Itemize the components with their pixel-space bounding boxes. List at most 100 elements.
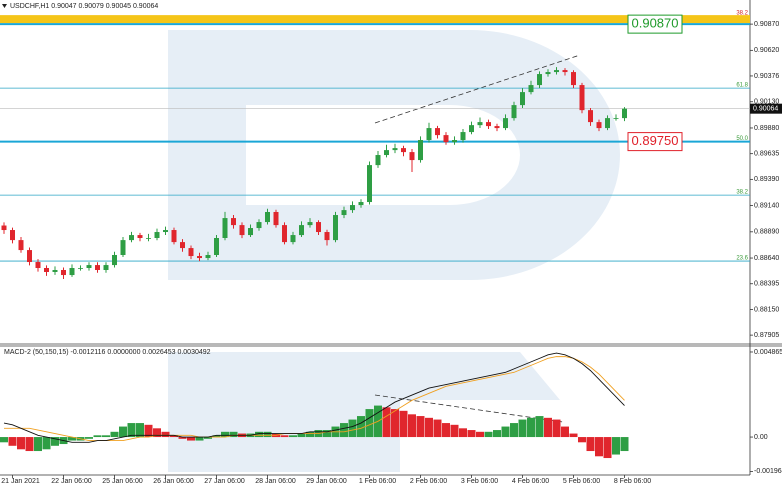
fib-label: 38.2 [736, 11, 748, 17]
candle-body [392, 148, 398, 151]
candle-body [528, 85, 534, 93]
histogram-bar [195, 437, 204, 441]
histogram-bar [178, 437, 187, 439]
candle-body [248, 228, 253, 236]
candle-body [95, 265, 100, 270]
level-label: 0.89750 [632, 133, 679, 148]
histogram-bar [136, 423, 144, 438]
histogram-bar [442, 423, 450, 438]
candle-body [112, 254, 117, 266]
macd-line [3, 352, 625, 443]
histogram-bar [68, 437, 76, 441]
histogram-bar [348, 419, 357, 438]
histogram-bar [119, 426, 127, 438]
histogram-bar [510, 423, 518, 438]
x-tick-label: 28 Jan 06:00 [255, 478, 296, 485]
fib-label: 50.0 [736, 136, 748, 142]
candle-body [27, 250, 32, 263]
histogram-bar [408, 414, 416, 438]
candle-body [511, 105, 517, 119]
histogram-bar [153, 428, 161, 438]
fib-label: 23.6 [736, 256, 748, 262]
candle-body [307, 222, 313, 226]
candle-body [443, 135, 449, 143]
histogram-bar [8, 437, 17, 446]
histogram-bar [476, 431, 484, 438]
current-price-label: 0.90064 [753, 106, 778, 113]
candle-body [222, 218, 228, 239]
candle-body [358, 202, 364, 206]
histogram-bar [323, 430, 331, 438]
fib-label: 38.2 [736, 190, 748, 196]
histogram-bar [263, 431, 272, 438]
candle-body [384, 150, 389, 156]
histogram-bar [297, 433, 306, 438]
histogram-bar [365, 409, 374, 438]
candle-body [494, 126, 500, 129]
candle-body [231, 218, 236, 226]
candle-body [477, 122, 483, 126]
candle-body [35, 262, 41, 269]
x-tick-label: 4 Feb 06:00 [512, 478, 549, 485]
candle-body [188, 248, 194, 257]
candle-body [520, 92, 525, 106]
histogram-bar [603, 437, 612, 459]
candle-body [562, 70, 568, 73]
candle-body [18, 240, 24, 251]
histogram-bar [51, 437, 59, 446]
candle-body [418, 140, 423, 161]
histogram-bar [620, 437, 629, 452]
histogram-bar [306, 431, 314, 438]
candle-body [622, 108, 627, 119]
histogram-bar [518, 419, 527, 438]
candle-body [367, 165, 372, 203]
candle-body [409, 152, 415, 161]
histogram-bar [357, 416, 365, 438]
histogram-bar [561, 426, 569, 438]
candle-body [596, 122, 602, 129]
candle-body [214, 238, 219, 255]
histogram-bar [544, 417, 552, 438]
candle-body [154, 232, 160, 239]
candle-body [350, 205, 355, 211]
candle-body [163, 230, 168, 233]
histogram-bar [595, 437, 603, 457]
histogram-bar [102, 435, 110, 438]
histogram-bar [17, 437, 25, 450]
candle-body [452, 140, 457, 143]
level-band [0, 15, 750, 24]
histogram-bar [25, 437, 34, 452]
candle-body [86, 265, 92, 269]
macd-title: MACD-2 (50,150,15) -0.0012116 0.0000000 … [4, 349, 211, 356]
histogram-bar [187, 437, 195, 441]
candle-body [579, 85, 585, 111]
histogram-bar [127, 423, 136, 438]
candle-body [588, 110, 593, 123]
x-tick-label: 22 Jan 06:00 [51, 478, 92, 485]
histogram-bar [578, 437, 586, 443]
y-tick-label: 0.90130 [754, 99, 779, 106]
histogram-bar [612, 437, 620, 455]
level-box [627, 14, 683, 34]
candle-body [146, 238, 151, 239]
histogram-bar [484, 431, 493, 438]
histogram-bar [42, 437, 51, 450]
histogram-bar [93, 435, 102, 438]
histogram-bar [85, 437, 93, 439]
histogram-bar [586, 437, 595, 452]
candle-body [239, 225, 245, 236]
y-tick-label: 0.89140 [754, 202, 779, 209]
panel-separator [0, 343, 782, 347]
histogram-bar [569, 433, 578, 438]
y-tick-label: -0.001964 [754, 468, 782, 475]
histogram-bar [552, 419, 561, 438]
candle-body [205, 254, 211, 259]
menu-arrow[interactable] [2, 4, 7, 8]
histogram-bar [450, 424, 459, 438]
candle-body [486, 122, 491, 127]
candle-body [545, 72, 551, 75]
y-tick-label: 0.89880 [754, 125, 779, 132]
histogram-bar [229, 431, 238, 438]
candle-body [69, 268, 75, 276]
